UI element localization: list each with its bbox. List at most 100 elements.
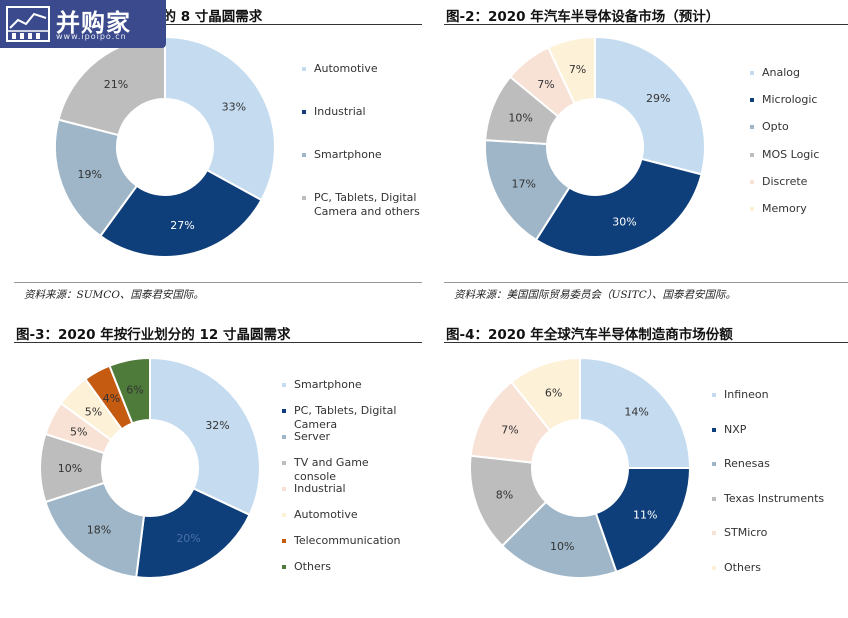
data-label-discrete: 7% — [537, 78, 554, 91]
chart-title: 图-4：2020 年全球汽车半导体制造商市场份额 — [446, 327, 733, 343]
title-rule — [14, 24, 422, 25]
legend-swatch — [282, 565, 286, 569]
chart-panel-4: 图-4：2020 年全球汽车半导体制造商市场份额 14% 11% 10% 8% 7% 6%… — [440, 318, 848, 618]
chart-source: 资料来源：美国国际贸易委员会（USITC）、国泰君安国际。 — [454, 289, 736, 301]
data-label-automotive: 33% — [222, 100, 246, 113]
legend-swatch — [282, 383, 286, 387]
watermark-logo: 并购家 www.ipoipo.cn — [0, 0, 166, 48]
data-label-tv-and-game-console: 10% — [58, 462, 82, 475]
legend-swatch — [302, 67, 306, 71]
legend-label: PC, Tablets, Digital Camera and others — [314, 191, 420, 218]
data-label-telecommunication: 4% — [103, 392, 120, 405]
legend-label: MOS Logic — [762, 147, 820, 161]
legend-label: Discrete — [762, 174, 808, 188]
legend-label: Renesas — [724, 457, 770, 470]
donut-chart-auto-makers: 14% 11% 10% 8% 7% 6% — [469, 356, 692, 579]
legend-swatch — [750, 179, 754, 184]
data-label-memory: 7% — [569, 63, 586, 76]
data-label-micrologic: 30% — [612, 215, 636, 228]
legend-swatch — [712, 427, 716, 432]
legend-label: Texas Instruments — [724, 491, 825, 505]
legend-swatch — [302, 110, 306, 114]
donut-slice-nxp — [594, 467, 692, 574]
donut-slice-others — [108, 356, 151, 425]
legend-label: Automotive — [314, 62, 378, 75]
legend-label: Smartphone — [314, 148, 382, 161]
data-label-automotive: 5% — [85, 405, 102, 418]
legend-swatch — [750, 125, 754, 130]
donut-slice-automotive — [164, 35, 276, 202]
donut-chart-12inch: 32%20%18%10%5%5%4%6% — [39, 356, 261, 579]
legend-swatch — [282, 461, 286, 465]
donut-slice-analog — [594, 35, 706, 176]
watermark-url: www.ipoipo.cn — [56, 32, 127, 41]
chart-title: 图-3：2020 年按行业划分的 12 寸晶圆需求 — [16, 327, 291, 343]
legend-label: Industrial — [314, 105, 366, 118]
donut-slice-industrial — [98, 168, 263, 258]
legend-swatch — [302, 196, 306, 200]
data-label-nxp: 11% — [633, 508, 657, 521]
title-rule — [444, 342, 848, 343]
legend-swatch — [282, 409, 286, 413]
data-label-others: 6% — [545, 386, 562, 399]
data-label-infineon: 14% — [624, 405, 648, 418]
chart-source: 资料来源：SUMCO、国泰君安国际。 — [24, 289, 204, 301]
legend-swatch — [282, 513, 286, 517]
legend-label: Memory — [762, 202, 807, 215]
data-label-analog: 29% — [646, 92, 670, 105]
donut-chart-auto-semis: 29% 30% 17% 10% 7% 7% — [484, 35, 706, 258]
chart-panel-2: 图-2：2020 年汽车半导体设备市场（预计） 29% 30% 17% 10% 7% 7%… — [440, 0, 848, 301]
chart-panel-1: 业划分的 8 寸晶圆需求 33% 27% 19% 21% Automotive Indu… — [10, 0, 422, 301]
data-label-smartphone: 19% — [78, 168, 102, 181]
data-label-server: 18% — [87, 524, 111, 537]
legend-label: Server — [294, 430, 331, 443]
chart-title: 业划分的 8 寸晶圆需求 — [122, 9, 263, 25]
data-label-industrial: 27% — [170, 219, 194, 232]
legend-swatch — [750, 207, 754, 211]
data-label-pc-tablets-digital-camera: 20% — [176, 532, 200, 545]
donut-slice-server — [44, 481, 146, 579]
legend-label: Automotive — [294, 508, 358, 521]
watermark-name: 并购家 — [56, 9, 131, 37]
donut-slice-renesas — [500, 500, 618, 579]
data-label-smartphone: 32% — [205, 419, 229, 432]
chart-title: 图-2：2020 年汽车半导体设备市场（预计） — [446, 9, 720, 25]
legend-label: Others — [724, 560, 761, 574]
source-rule — [14, 282, 422, 283]
legend-label: Infineon — [724, 388, 769, 401]
data-label-texas-instruments: 8% — [496, 488, 513, 501]
donut-slice-smartphone — [149, 356, 261, 517]
source-rule — [444, 282, 848, 283]
title-rule — [14, 342, 422, 343]
legend-label: Others — [294, 560, 331, 573]
data-label-stmicro: 7% — [501, 423, 518, 436]
legend-swatch — [750, 152, 754, 157]
legend-swatch — [712, 462, 716, 466]
donut-chart-8inch: 33% 27% 19% 21% — [54, 35, 276, 258]
legend-swatch — [282, 487, 286, 491]
legend-swatch — [712, 531, 716, 535]
legend-label: Micrologic — [762, 93, 818, 107]
legend-swatch — [282, 539, 286, 543]
legend-swatch — [750, 98, 754, 103]
legend-label: STMicro — [724, 526, 768, 539]
donut-slice-opto — [484, 139, 571, 242]
legend-swatch — [750, 71, 754, 75]
data-label-opto: 17% — [511, 177, 535, 190]
donut-slice-smartphone — [54, 118, 139, 238]
legend-label: TV and Game console — [294, 456, 369, 483]
legend-swatch — [712, 565, 716, 570]
legend-label: PC, Tablets, Digital Camera — [294, 404, 397, 431]
legend-label: Smartphone — [294, 378, 362, 391]
legend-swatch — [282, 435, 286, 439]
donut-slice-infineon — [579, 356, 692, 469]
donut-slice-pc-tablets-digital-camera — [135, 487, 251, 579]
donut-slice-micrologic — [534, 157, 703, 258]
legend-swatch — [712, 496, 716, 501]
data-label-industrial: 5% — [70, 426, 87, 439]
legend-label: Analog — [762, 66, 801, 79]
donut-slice-others — [510, 356, 581, 432]
building-chart-icon — [6, 6, 50, 42]
legend-swatch — [712, 393, 716, 397]
legend-label: NXP — [724, 422, 747, 436]
